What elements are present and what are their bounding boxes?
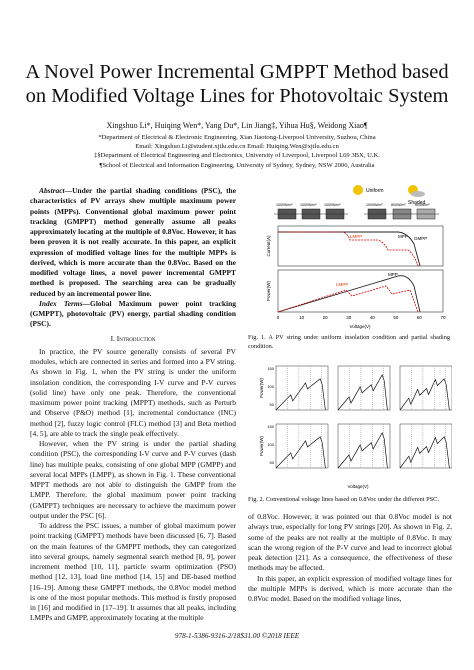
- pv-curve: [337, 373, 388, 411]
- y-axis-label: Power(W): [266, 280, 271, 301]
- paragraph: of 0.8Voc. However, it was pointed out t…: [248, 512, 452, 573]
- x-tick-label: 70: [440, 315, 446, 320]
- title-line: A Novel Power Incremental GMPPT Method b…: [25, 61, 449, 83]
- label: Shaded: [408, 200, 425, 206]
- title-line: on Modified Voltage Lines for Photovolta…: [25, 85, 449, 107]
- figure-1: Uniform Shaded 1000W/m² 1000W/m² 1000W/m…: [266, 185, 446, 329]
- label: 800W/m²: [391, 203, 406, 207]
- authors: Xingshuo Li*, Huiqing Wen*, Yang Du*, Li…: [106, 121, 368, 130]
- footer: 978-1-5386-9316-2/18$31.00 ©2018 IEEE: [174, 632, 300, 640]
- abstract-label: Abstract—: [39, 186, 73, 195]
- paragraph: However, when the PV string is under the…: [30, 439, 236, 520]
- left-column: Abstract—Under the partial shading condi…: [30, 186, 236, 624]
- x-tick-label: 10: [299, 315, 305, 320]
- iv-plot: Current(A) LMPP MPP GMPP: [266, 225, 444, 267]
- section-heading: I. Introduction: [110, 333, 156, 343]
- label: LMPP: [350, 234, 362, 239]
- subplot: [337, 423, 391, 469]
- paragraph: To address the PSC issues, a number of g…: [30, 521, 236, 623]
- abstract-text: Under the partial shading conditions (PS…: [30, 186, 236, 298]
- subplot: [399, 365, 452, 411]
- y-tick-label: 100: [267, 442, 274, 447]
- y-axis-label: Power(W): [259, 377, 264, 398]
- paragraph: In this paper, an explicit expression of…: [248, 573, 452, 604]
- subplot: 150 100 50 Power(W): [259, 365, 329, 411]
- affiliations: *Department of Electrical & Electronic E…: [0, 133, 474, 170]
- figure-caption: Fig. 2. Conventional voltage lines based…: [248, 496, 439, 503]
- pv-curve: [399, 378, 450, 411]
- irradiance-labels: 1000W/m² 1000W/m² 1000W/m² 1000W/m² 800W…: [276, 203, 430, 207]
- pv-curve: [275, 378, 326, 411]
- fig1-schematic: Uniform Shaded 1000W/m² 1000W/m² 1000W/m…: [274, 185, 439, 220]
- y-tick-label: 100: [267, 384, 274, 389]
- label: LMPP: [336, 282, 348, 287]
- pv-plot: Power(W) LMPP MPP 0 10 20 30 40 50 60 70 Voltag…: [266, 269, 446, 329]
- label: Uniform: [366, 188, 384, 194]
- y-axis-label: Current(A): [266, 235, 271, 257]
- pv-curve: [337, 431, 388, 469]
- y-tick-label: 50: [270, 402, 275, 407]
- curve-uniform: [278, 231, 421, 267]
- axes: [275, 423, 329, 469]
- affiliation: ‡§Department of Electrical Engineering a…: [94, 152, 380, 160]
- axes: [337, 365, 391, 411]
- paragraph: In practice, the PV source generally con…: [30, 346, 236, 438]
- right-column: of 0.8Voc. However, it was pointed out t…: [248, 512, 452, 604]
- affiliation: *Department of Electrical & Electronic E…: [98, 134, 376, 141]
- y-tick-label: 150: [267, 366, 274, 371]
- x-tick-label: 50: [393, 315, 399, 320]
- index-terms-text: Global Maximum power point tracking (GMP…: [30, 298, 236, 329]
- curve-uniform: [277, 275, 421, 313]
- pv-curve: [399, 436, 450, 469]
- title: A Novel Power Incremental GMPPT Method b…: [0, 60, 474, 108]
- subplot: 150 100 50 Power(W): [259, 423, 329, 469]
- x-tick-label: 30: [346, 315, 352, 320]
- x-tick-label: 60: [417, 315, 423, 320]
- x-axis-label: Voltage(V): [347, 484, 369, 489]
- x-tick-labels: 0 10 20 30 40 50 60 70: [277, 315, 446, 320]
- sun-icon: [353, 185, 363, 195]
- axes: [277, 225, 444, 267]
- y-axis-label: Power(W): [259, 435, 264, 456]
- subplot: [337, 365, 391, 411]
- label: 600W/m²: [415, 203, 430, 207]
- y-tick-label: 50: [270, 460, 275, 465]
- label: 1000W/m²: [300, 203, 317, 207]
- affiliation: ¶School of Electrical and Information En…: [99, 161, 375, 169]
- index-terms: Index Terms—Global Maximum power point t…: [30, 299, 236, 330]
- axes: [275, 365, 329, 411]
- figure-caption: Fig. 1. A PV string under uniform insola…: [248, 334, 450, 350]
- y-tick-label: 150: [267, 424, 274, 429]
- label: MPP: [388, 272, 398, 277]
- x-tick-label: 40: [370, 315, 376, 320]
- axes: [277, 269, 444, 313]
- label: 1000W/m²: [276, 203, 293, 207]
- label: 1000W/m²: [324, 203, 341, 207]
- subplot: [399, 423, 452, 469]
- x-tick-label: 0: [277, 315, 280, 320]
- affiliation: Email: Xingshuo.Li@student.xjtlu.edu.cn …: [135, 143, 339, 151]
- axes: [337, 423, 391, 469]
- curve-shaded: [278, 231, 419, 267]
- axes: [399, 365, 452, 411]
- label: GMPP: [414, 236, 427, 241]
- label: MPP: [398, 234, 408, 239]
- abstract: Abstract—Under the partial shading condi…: [30, 186, 236, 299]
- index-terms-label: Index Terms—: [39, 298, 91, 308]
- axes: [399, 423, 452, 469]
- figure-2: 150 100 50 Power(W) 150 100 50 Power(W) Voltage(…: [259, 365, 452, 489]
- x-tick-label: 20: [323, 315, 329, 320]
- x-axis-label: Voltage(V): [349, 324, 371, 329]
- curve-shaded: [277, 285, 419, 313]
- label: 1000W/m²: [366, 203, 383, 207]
- pv-curve: [275, 436, 326, 469]
- cloud-icon: [411, 191, 425, 197]
